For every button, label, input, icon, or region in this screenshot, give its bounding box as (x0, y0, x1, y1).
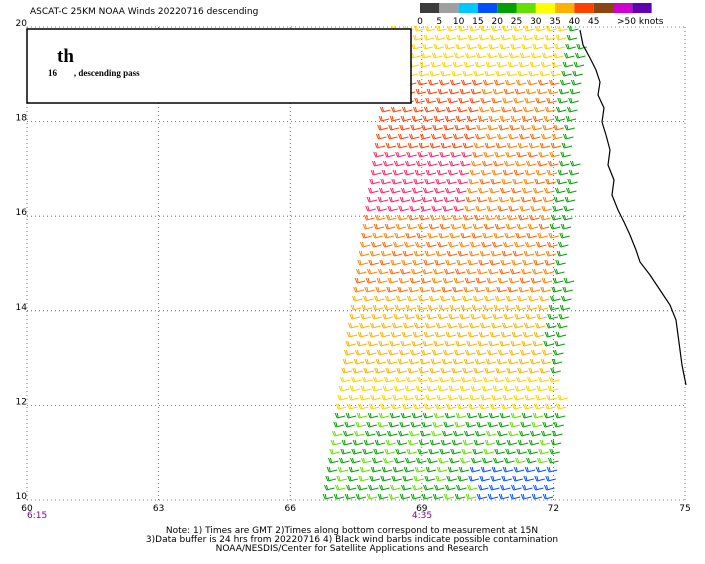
annotation-text: , descending pass (74, 68, 140, 78)
lat-label: 12 (16, 397, 27, 407)
lon-label: 72 (548, 504, 559, 514)
colorbar-label: >50 knots (617, 17, 664, 27)
colorbar-label: 30 (530, 17, 542, 27)
lat-label: 16 (16, 208, 28, 218)
colorbar-label: 10 (453, 17, 465, 27)
color-swatch (517, 3, 536, 13)
color-swatch (420, 3, 439, 13)
day: 16 (48, 68, 58, 78)
note: NOAA/NESDIS/Center for Satellite Applica… (216, 544, 489, 554)
color-swatch (439, 3, 458, 13)
color-swatch (536, 3, 555, 13)
map-page: ASCAT-C 25KM NOAA Winds 20220716 descend… (0, 0, 705, 560)
lon-label: 63 (153, 504, 164, 514)
colorbar-label: 40 (569, 17, 581, 27)
lat-label: 18 (16, 114, 28, 124)
colorbar-label: 45 (588, 17, 599, 27)
time-label: 4:35 (412, 511, 432, 521)
colorbar-label: 0 (417, 17, 423, 27)
colorbar-label: 25 (511, 17, 522, 27)
color-swatch (613, 3, 632, 13)
lat-label: 10 (16, 492, 28, 502)
title: ASCAT-C 25KM NOAA Winds 20220716 descend… (30, 7, 258, 17)
color-swatch (632, 3, 651, 13)
colorbar-label: 35 (549, 17, 560, 27)
color-swatch (555, 3, 574, 13)
lon-label: 75 (679, 504, 690, 514)
annotation-box (27, 29, 411, 103)
color-swatch (574, 3, 593, 13)
color-swatch (497, 3, 516, 13)
color-swatch (478, 3, 497, 13)
lat-label: 14 (16, 303, 28, 313)
time-label: 6:15 (27, 511, 47, 521)
lon-label: 66 (284, 504, 296, 514)
colorbar-label: 20 (491, 17, 503, 27)
colorbar-label: 5 (436, 17, 442, 27)
suffix: th (57, 46, 74, 67)
lat-label: 20 (16, 19, 28, 29)
color-swatch (594, 3, 613, 13)
color-swatch (459, 3, 478, 13)
colorbar-label: 15 (472, 17, 483, 27)
